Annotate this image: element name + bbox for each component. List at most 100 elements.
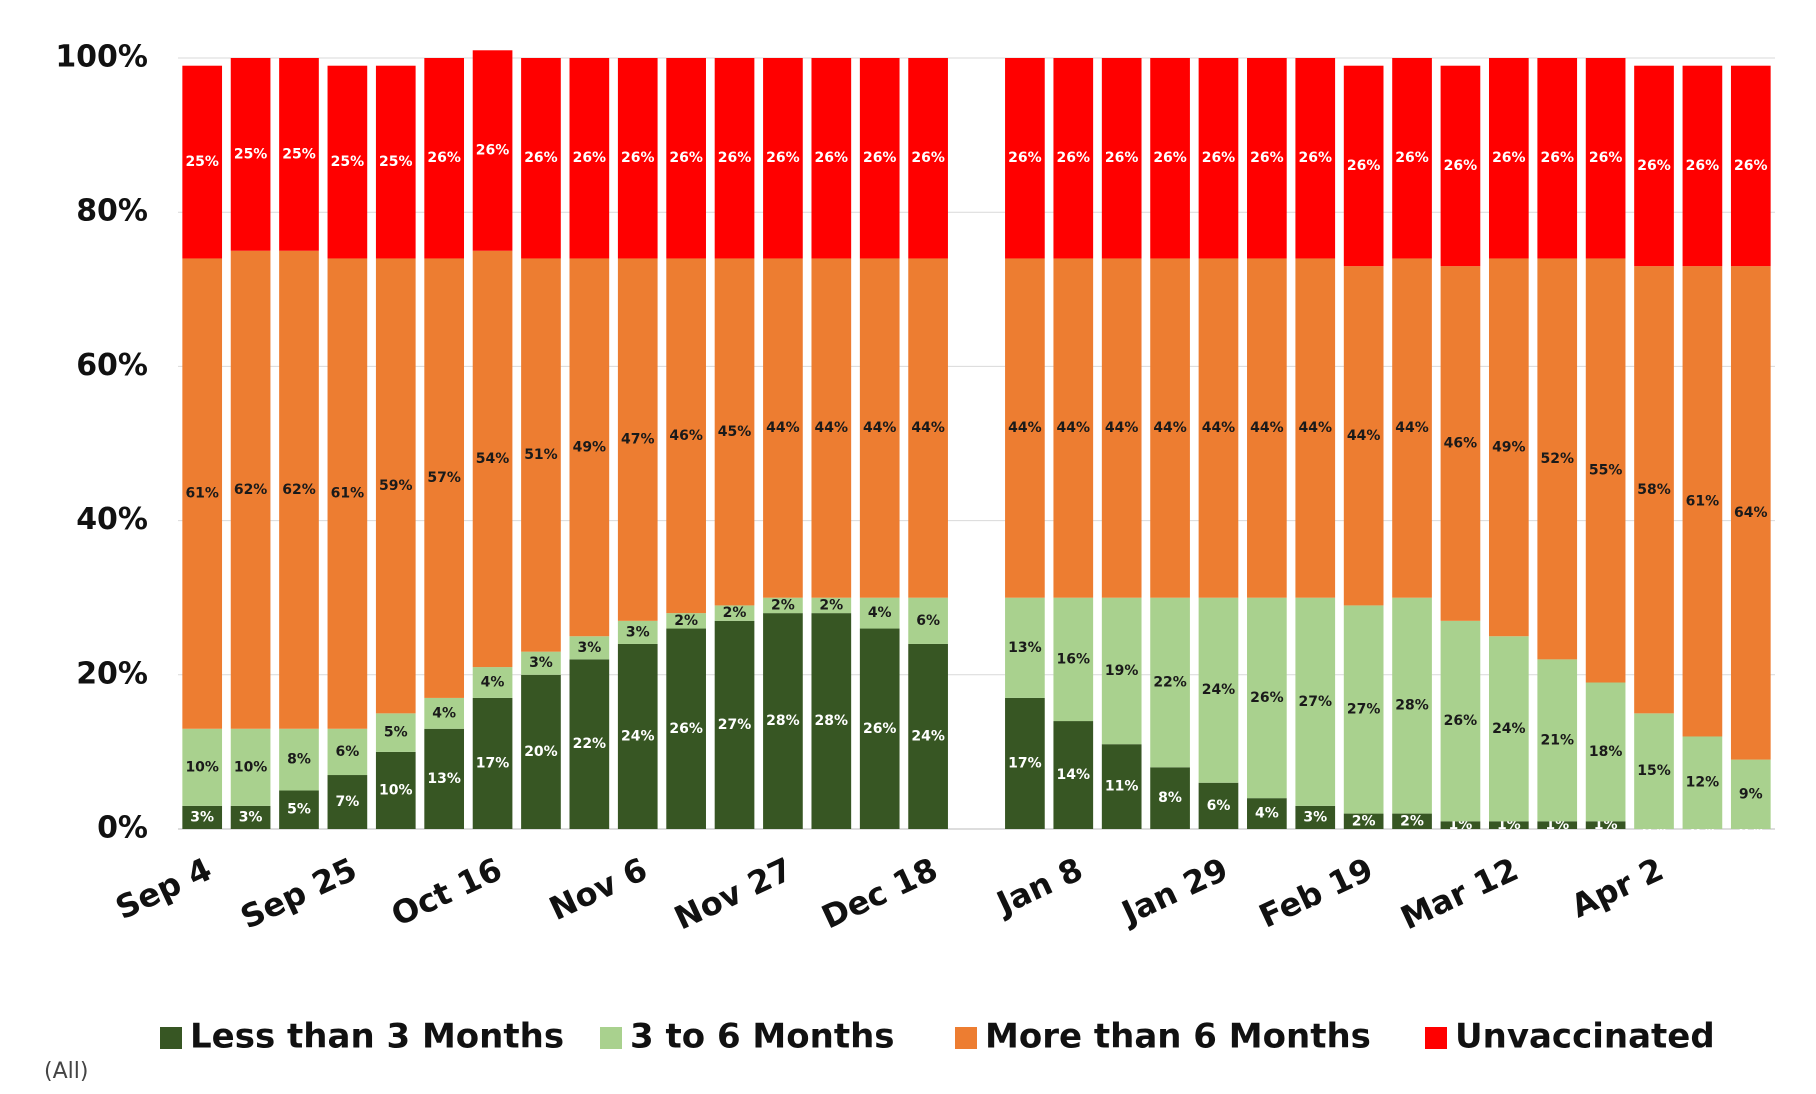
bar-segment [714, 258, 755, 606]
data-label: 26% [1153, 150, 1187, 166]
data-label: 16% [1057, 651, 1091, 667]
legend-swatch [955, 1027, 977, 1049]
data-label: 44% [1395, 420, 1429, 436]
data-label: 2% [674, 613, 698, 629]
bar-segment [1343, 605, 1384, 814]
data-label: 26% [1395, 150, 1429, 166]
data-label: 25% [379, 154, 413, 170]
data-label: 26% [1202, 150, 1236, 166]
bar-segment [811, 597, 852, 614]
data-label: 13% [427, 771, 461, 787]
bar-segment [666, 628, 706, 829]
bar-segment [714, 620, 755, 829]
legend-label: Less than 3 Months [190, 1017, 564, 1057]
bar-segment [1247, 798, 1287, 829]
data-label: 26% [863, 150, 897, 166]
bar-segment [1005, 597, 1045, 698]
data-label: 44% [1298, 420, 1332, 436]
data-label: 46% [1444, 436, 1478, 452]
bar-segment [666, 613, 706, 629]
bar-segment [1247, 258, 1287, 598]
data-label: 14% [1057, 767, 1091, 783]
bar-segment [763, 58, 803, 259]
legend-swatch [600, 1027, 622, 1049]
data-label: 5% [384, 725, 408, 741]
data-label: 25% [282, 146, 316, 162]
data-label: 54% [476, 451, 510, 467]
bar-segment [521, 58, 561, 259]
data-label: 6% [1207, 798, 1231, 814]
bar-segment [1392, 58, 1432, 259]
bar-segment [1440, 266, 1481, 621]
data-label: 25% [185, 154, 219, 170]
data-label: 17% [1008, 755, 1042, 771]
data-label: 26% [815, 150, 849, 166]
bar-segment [472, 50, 513, 251]
bar-segment [859, 628, 900, 829]
bar-segment [1343, 266, 1384, 606]
bar-segment [1150, 767, 1190, 829]
data-label: 26% [718, 150, 752, 166]
data-label: 28% [815, 713, 849, 729]
data-label: 2% [819, 597, 843, 613]
data-label: 27% [1298, 694, 1332, 710]
data-label: 26% [863, 721, 897, 737]
data-label: 8% [1158, 790, 1182, 806]
bar-segment [424, 258, 465, 698]
data-label: 9% [1739, 786, 1763, 802]
data-label: 4% [432, 705, 456, 721]
data-label: 46% [669, 428, 703, 444]
bar-segment [279, 58, 319, 251]
data-label: 13% [1008, 640, 1042, 656]
data-label: 26% [476, 143, 510, 159]
y-tick-label: 40% [76, 502, 148, 537]
bar-segment [908, 643, 948, 829]
bar-segment [1198, 597, 1239, 783]
data-label: 19% [1105, 663, 1139, 679]
filter-label: (All) [44, 1059, 88, 1084]
data-label: 49% [573, 439, 607, 455]
bar-segment [1343, 813, 1384, 829]
bar-segment [182, 805, 223, 829]
bar-segment [327, 258, 368, 729]
data-label: 26% [1492, 150, 1526, 166]
bar-segment [1585, 821, 1626, 829]
data-label: 44% [815, 420, 849, 436]
data-label: 26% [766, 150, 800, 166]
bar-segment [1198, 58, 1239, 259]
data-label: 45% [718, 424, 752, 440]
bar-segment [230, 250, 271, 729]
bar-segment [1440, 65, 1481, 267]
bar-segment [1585, 682, 1626, 822]
bar-segment [1247, 58, 1287, 259]
data-label: 26% [1444, 713, 1478, 729]
data-label: 58% [1637, 482, 1671, 498]
bar-segment [1295, 805, 1336, 829]
bar-segment [1101, 258, 1142, 598]
data-label: 3% [529, 655, 553, 671]
bar-segment [182, 728, 223, 806]
data-label: 24% [1202, 682, 1236, 698]
data-label: 26% [1540, 150, 1574, 166]
data-label: 24% [1492, 721, 1526, 737]
bar-segment [521, 651, 561, 675]
bar-segment [1053, 58, 1094, 259]
bar-segment [569, 58, 610, 259]
data-label: 26% [1637, 158, 1671, 174]
data-label: 5% [287, 802, 311, 818]
bar-segment [617, 643, 658, 829]
bar-segment [1053, 597, 1094, 722]
data-label: 10% [185, 759, 219, 775]
data-label: 4% [1255, 806, 1279, 822]
data-label: 44% [1057, 420, 1091, 436]
bar-segment [1198, 258, 1239, 598]
bar-segment [859, 58, 900, 259]
data-label: 44% [1202, 420, 1236, 436]
bar-segment [1392, 258, 1432, 598]
bar-segment [375, 751, 416, 829]
data-label: 3% [577, 640, 601, 656]
data-label: 22% [573, 736, 607, 752]
bar-segment [1682, 266, 1723, 737]
data-label: 26% [669, 721, 703, 737]
bar-segment [617, 620, 658, 644]
